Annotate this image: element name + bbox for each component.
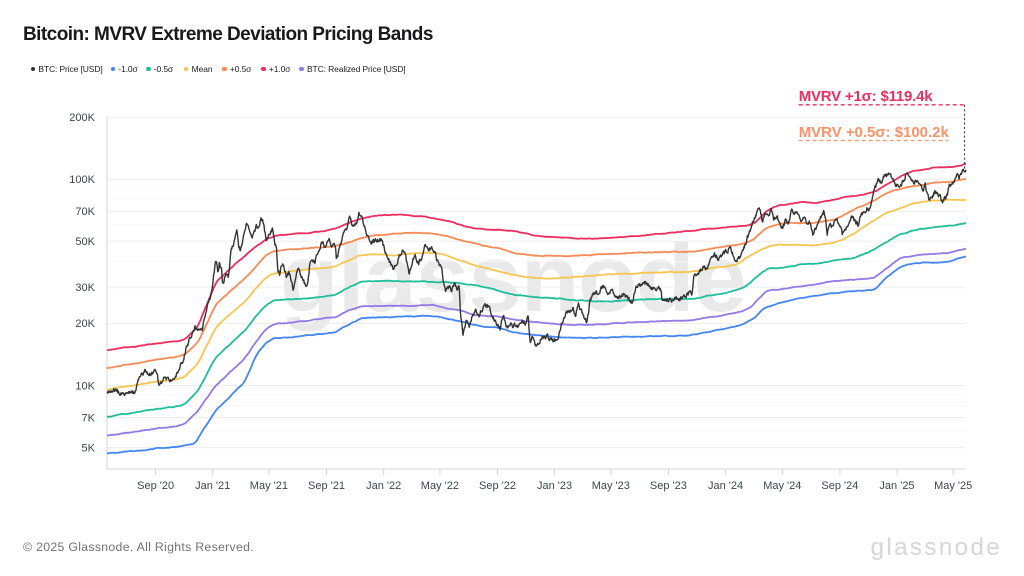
svg-text:Jan '24: Jan '24 — [708, 480, 743, 492]
svg-text:Sep '21: Sep '21 — [308, 480, 345, 492]
svg-text:MVRV +1σ: $119.4k: MVRV +1σ: $119.4k — [799, 88, 934, 105]
svg-text:May '22: May '22 — [421, 480, 459, 492]
svg-text:Sep '22: Sep '22 — [479, 480, 516, 492]
svg-text:May '24: May '24 — [763, 480, 801, 492]
svg-text:May '25: May '25 — [934, 480, 972, 492]
svg-text:5K: 5K — [82, 442, 96, 454]
svg-text:Jan '25: Jan '25 — [879, 480, 914, 492]
svg-text:May '23: May '23 — [592, 480, 630, 492]
svg-text:Sep '24: Sep '24 — [821, 480, 858, 492]
svg-text:Sep '20: Sep '20 — [137, 480, 174, 492]
svg-text:7K: 7K — [82, 412, 96, 424]
svg-text:10K: 10K — [75, 380, 95, 392]
svg-text:30K: 30K — [75, 282, 95, 294]
svg-text:MVRV +0.5σ: $100.2k: MVRV +0.5σ: $100.2k — [799, 124, 950, 141]
svg-text:20K: 20K — [75, 318, 95, 330]
svg-text:May '21: May '21 — [250, 480, 288, 492]
svg-text:200K: 200K — [69, 112, 95, 124]
svg-text:Jan '21: Jan '21 — [195, 480, 230, 492]
svg-text:Jan '23: Jan '23 — [537, 480, 572, 492]
svg-text:70K: 70K — [75, 206, 95, 218]
svg-text:Sep '23: Sep '23 — [650, 480, 687, 492]
svg-text:100K: 100K — [69, 174, 95, 186]
svg-text:50K: 50K — [75, 236, 95, 248]
svg-text:glassnode: glassnode — [280, 225, 746, 332]
svg-text:Jan '22: Jan '22 — [366, 480, 401, 492]
